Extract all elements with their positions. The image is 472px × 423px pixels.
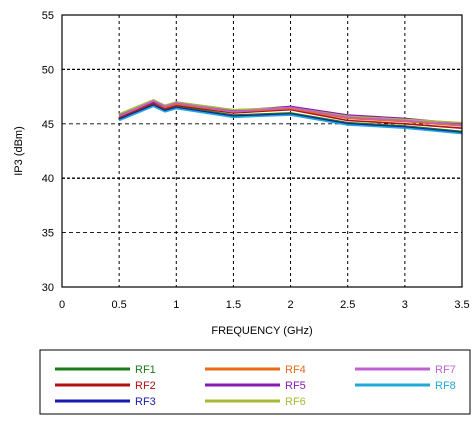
x-tick-label: 3.5 [454, 299, 469, 311]
y-axis-title: IP3 (dBm) [13, 126, 25, 176]
legend-label-rf5: RF5 [285, 380, 306, 392]
grid-layer [62, 15, 462, 287]
y-tick-label: 35 [42, 228, 54, 240]
y-tick-label: 30 [42, 282, 54, 294]
legend-label-rf2: RF2 [135, 380, 156, 392]
legend-label-rf3: RF3 [135, 396, 156, 408]
series-layer [118, 99, 463, 135]
legend: RF1 RF2 RF3 RF4 RF5 RF6 RF7 RF8 [39, 349, 471, 415]
series-line-rf2 [118, 102, 463, 129]
x-tick-label: 1.5 [226, 299, 241, 311]
series-line-rf8 [118, 105, 463, 135]
legend-label-rf8: RF8 [435, 380, 456, 392]
series-line-rf3 [118, 104, 463, 134]
legend-label-rf6: RF6 [285, 396, 306, 408]
legend-box [39, 349, 471, 415]
tick-layer: 0 0.5 1 1.5 2 2.5 3 3.5 30 35 40 45 50 55 [42, 10, 470, 311]
y-tick-label: 55 [42, 10, 54, 22]
legend-label-rf1: RF1 [135, 364, 156, 376]
x-tick-label: 2 [288, 299, 294, 311]
legend-label-rf7: RF7 [435, 364, 456, 376]
plot-frame [61, 14, 463, 288]
series-line-rf6 [118, 99, 463, 124]
series-line-rf1 [118, 103, 463, 133]
x-tick-label: 1 [173, 299, 179, 311]
series-line-rf7 [118, 100, 463, 126]
y-tick-label: 40 [42, 173, 54, 185]
x-tick-label: 2.5 [340, 299, 355, 311]
x-tick-label: 0 [59, 299, 65, 311]
legend-label-rf4: RF4 [285, 364, 306, 376]
y-tick-label: 45 [42, 119, 54, 131]
y-tick-label: 50 [42, 64, 54, 76]
x-tick-label: 3 [402, 299, 408, 311]
x-tick-label: 0.5 [111, 299, 126, 311]
x-axis-title: FREQUENCY (GHz) [211, 325, 312, 337]
